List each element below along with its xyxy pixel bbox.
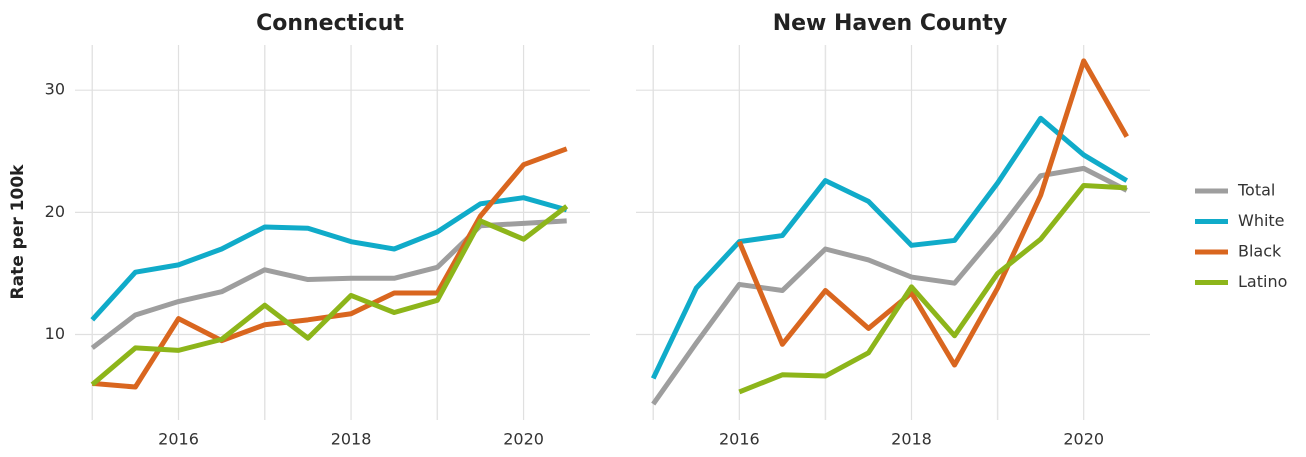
chart-title: New Haven County (773, 11, 1008, 36)
y-axis-label: Rate per 100k (8, 164, 28, 300)
series-line (90, 195, 568, 322)
chart-title: Connecticut (256, 11, 404, 36)
series-line (90, 218, 567, 350)
series-line (651, 165, 1128, 406)
series-line (738, 182, 1127, 395)
x-tick-label: 2016 (719, 430, 760, 449)
x-tick-label: 2018 (891, 430, 932, 449)
y-tick-label: 30 (45, 80, 65, 99)
series-line (737, 58, 1129, 368)
x-tick-label: 2020 (1063, 430, 1104, 449)
legend-label: White (1238, 211, 1285, 230)
legend-label: Latino (1238, 272, 1287, 291)
y-tick-label: 10 (45, 324, 65, 343)
series-line (650, 115, 1129, 380)
x-tick-label: 2020 (503, 430, 544, 449)
y-tick-label: 20 (45, 202, 65, 221)
legend-label: Total (1237, 181, 1275, 200)
legend-label: Black (1238, 242, 1282, 261)
x-tick-label: 2018 (331, 430, 372, 449)
series-line (90, 204, 569, 387)
x-tick-label: 2016 (158, 430, 199, 449)
